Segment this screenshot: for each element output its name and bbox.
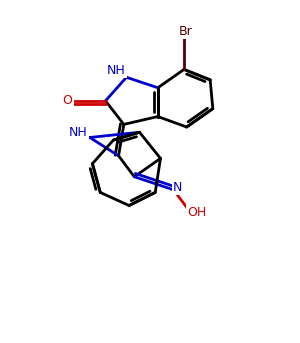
Text: Br: Br	[178, 25, 192, 38]
Text: O: O	[63, 94, 73, 107]
Text: OH: OH	[188, 205, 207, 218]
Text: NH: NH	[69, 126, 87, 139]
Text: N: N	[173, 181, 182, 194]
Text: NH: NH	[106, 64, 125, 77]
